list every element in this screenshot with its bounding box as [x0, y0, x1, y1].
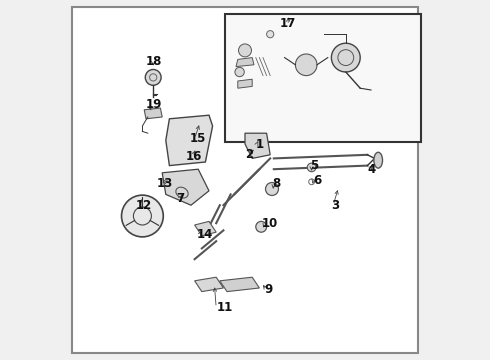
Ellipse shape	[239, 44, 251, 57]
Text: 11: 11	[216, 301, 232, 314]
Text: 5: 5	[310, 159, 318, 172]
Text: 18: 18	[146, 55, 162, 68]
Text: 1: 1	[256, 138, 264, 150]
Ellipse shape	[235, 67, 245, 77]
Polygon shape	[195, 221, 216, 236]
Ellipse shape	[295, 54, 317, 76]
Polygon shape	[144, 108, 162, 119]
Text: 7: 7	[176, 192, 185, 204]
Polygon shape	[162, 169, 209, 205]
Text: 13: 13	[157, 177, 173, 190]
Ellipse shape	[267, 31, 274, 38]
Ellipse shape	[266, 183, 278, 195]
Text: 4: 4	[368, 163, 376, 176]
Text: 16: 16	[186, 150, 202, 163]
Polygon shape	[220, 277, 259, 292]
Text: 19: 19	[146, 98, 162, 111]
Ellipse shape	[256, 221, 267, 232]
Text: 12: 12	[135, 199, 151, 212]
Text: 6: 6	[314, 174, 321, 186]
Text: 14: 14	[196, 228, 213, 240]
Polygon shape	[245, 133, 270, 158]
Ellipse shape	[331, 43, 360, 72]
Ellipse shape	[122, 195, 163, 237]
Bar	[225, 14, 421, 142]
Text: 8: 8	[272, 177, 280, 190]
Ellipse shape	[307, 163, 316, 172]
Text: 15: 15	[189, 132, 206, 145]
Text: 3: 3	[331, 199, 340, 212]
Ellipse shape	[176, 187, 188, 198]
Polygon shape	[236, 58, 254, 67]
Ellipse shape	[374, 152, 383, 168]
Text: 10: 10	[261, 217, 277, 230]
Ellipse shape	[145, 69, 161, 85]
Polygon shape	[238, 79, 252, 88]
Polygon shape	[166, 115, 213, 166]
Polygon shape	[195, 277, 223, 292]
Text: 17: 17	[280, 17, 296, 30]
Text: 2: 2	[245, 148, 253, 161]
Text: 9: 9	[265, 283, 273, 296]
